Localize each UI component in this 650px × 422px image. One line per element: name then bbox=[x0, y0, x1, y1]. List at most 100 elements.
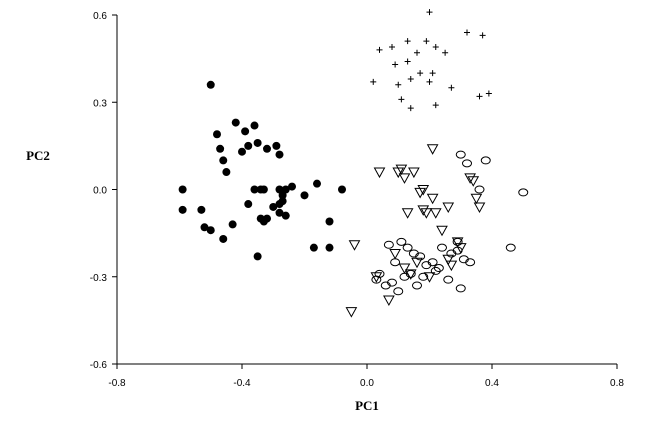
open-triangle-point bbox=[445, 260, 458, 272]
filled-circle-point bbox=[178, 205, 187, 214]
filled-circle-point bbox=[275, 150, 284, 159]
plus-point bbox=[370, 78, 377, 85]
open-triangle-point bbox=[401, 208, 414, 219]
plus-point bbox=[389, 43, 395, 50]
open-circle-point bbox=[399, 272, 410, 281]
plus-point bbox=[442, 49, 449, 56]
open-circle-point bbox=[505, 243, 516, 252]
plus-point bbox=[464, 29, 470, 36]
y-tick-label: 0.3 bbox=[93, 98, 107, 109]
open-triangle-point bbox=[395, 164, 408, 176]
open-circle-point bbox=[387, 278, 397, 287]
open-circle-point bbox=[371, 275, 382, 284]
x-tick-label: 0.0 bbox=[360, 378, 374, 389]
plus-point bbox=[404, 58, 411, 65]
open-triangle-point bbox=[373, 167, 386, 179]
filled-circle-point bbox=[241, 127, 250, 136]
filled-circle-point bbox=[338, 185, 346, 194]
open-circle-point bbox=[402, 243, 413, 252]
filled-circle-point bbox=[269, 202, 278, 211]
filled-circle-point bbox=[219, 234, 228, 243]
filled-circle-point bbox=[278, 197, 287, 206]
plus-point bbox=[429, 70, 436, 77]
plus-point bbox=[404, 38, 411, 45]
plus-point bbox=[432, 43, 439, 50]
plus-point bbox=[476, 93, 483, 100]
plus-point bbox=[423, 38, 430, 45]
plus-point bbox=[407, 75, 414, 82]
y-axis-title: PC2 bbox=[26, 148, 50, 163]
filled-circle-point bbox=[275, 208, 284, 217]
open-circle-point bbox=[465, 258, 476, 267]
filled-circle-point bbox=[238, 147, 246, 156]
plus-point bbox=[398, 96, 405, 103]
open-circle-point bbox=[437, 243, 447, 252]
filled-circle-point bbox=[231, 118, 240, 127]
open-triangle-point bbox=[436, 225, 448, 237]
open-circle-point bbox=[480, 156, 491, 165]
open-triangle-point bbox=[426, 193, 439, 205]
filled-circle-point bbox=[272, 141, 281, 150]
filled-circle-point bbox=[250, 121, 259, 130]
plus-point bbox=[376, 46, 383, 53]
open-circle-point bbox=[430, 266, 441, 275]
plus-point bbox=[417, 70, 424, 77]
plus-point bbox=[407, 105, 414, 112]
open-triangle-point bbox=[348, 240, 361, 251]
filled-circle-point bbox=[253, 138, 262, 147]
filled-circle-point bbox=[178, 185, 187, 194]
filled-circle-point bbox=[275, 185, 284, 194]
filled-circle-point bbox=[325, 217, 334, 226]
plus-point bbox=[414, 49, 420, 56]
y-tick-label: -0.3 bbox=[90, 273, 108, 284]
plus-point bbox=[479, 32, 486, 39]
open-triangle-point bbox=[426, 144, 439, 155]
filled-circle-point bbox=[313, 179, 321, 188]
open-triangle-point bbox=[408, 167, 420, 179]
filled-circle-point bbox=[228, 220, 237, 229]
open-circle-point bbox=[427, 258, 438, 267]
filled-circle-point bbox=[263, 214, 271, 223]
open-triangle-point bbox=[423, 272, 436, 283]
open-triangle-point bbox=[389, 248, 401, 260]
filled-circle-point bbox=[216, 144, 225, 153]
open-circle-point bbox=[455, 150, 466, 159]
open-triangle-point bbox=[411, 257, 423, 269]
x-tick-label: 0.4 bbox=[485, 378, 499, 389]
filled-circle-point bbox=[244, 200, 253, 209]
filled-circle-point bbox=[222, 168, 231, 177]
open-circle-point bbox=[474, 185, 485, 194]
filled-circle-point bbox=[197, 205, 206, 214]
open-triangle-point bbox=[420, 208, 433, 219]
filled-circle-point bbox=[250, 185, 259, 194]
filled-circle-point bbox=[219, 156, 228, 165]
open-triangle-point bbox=[464, 173, 476, 184]
open-circle-point bbox=[455, 284, 466, 293]
y-tick-label: 0.0 bbox=[93, 186, 107, 197]
plus-point bbox=[395, 81, 402, 88]
x-axis-ticks: -0.8 -0.4 0.0 0.4 0.8 bbox=[108, 364, 624, 389]
open-triangle-point bbox=[470, 193, 483, 205]
plus-point bbox=[392, 61, 399, 68]
y-tick-label: -0.6 bbox=[90, 360, 108, 371]
open-triangle-point bbox=[383, 295, 395, 307]
axes: -0.8 -0.4 0.0 0.4 0.8 -0.6 -0.3 0.0 0.3 0.6 bbox=[90, 11, 625, 389]
plus-point bbox=[426, 9, 433, 16]
open-triangle-point bbox=[442, 254, 455, 266]
filled-circle-point bbox=[206, 226, 215, 235]
open-circle-point bbox=[396, 237, 407, 246]
x-tick-label: -0.8 bbox=[108, 378, 126, 389]
open-triangle-point bbox=[345, 307, 358, 318]
open-triangle-point bbox=[398, 263, 411, 275]
filled-circle-point bbox=[244, 141, 253, 150]
open-circle-point bbox=[452, 246, 463, 255]
open-circle-point bbox=[383, 240, 394, 249]
y-tick-label: 0.6 bbox=[93, 11, 107, 22]
open-circle-point bbox=[390, 258, 401, 267]
open-circle-point bbox=[443, 275, 454, 284]
filled-circle-point bbox=[309, 243, 318, 252]
filled-circle-point bbox=[206, 80, 215, 89]
y-axis-ticks: -0.6 -0.3 0.0 0.3 0.6 bbox=[90, 11, 117, 371]
filled-circle-point bbox=[213, 130, 221, 139]
open-circle-point bbox=[452, 237, 463, 246]
